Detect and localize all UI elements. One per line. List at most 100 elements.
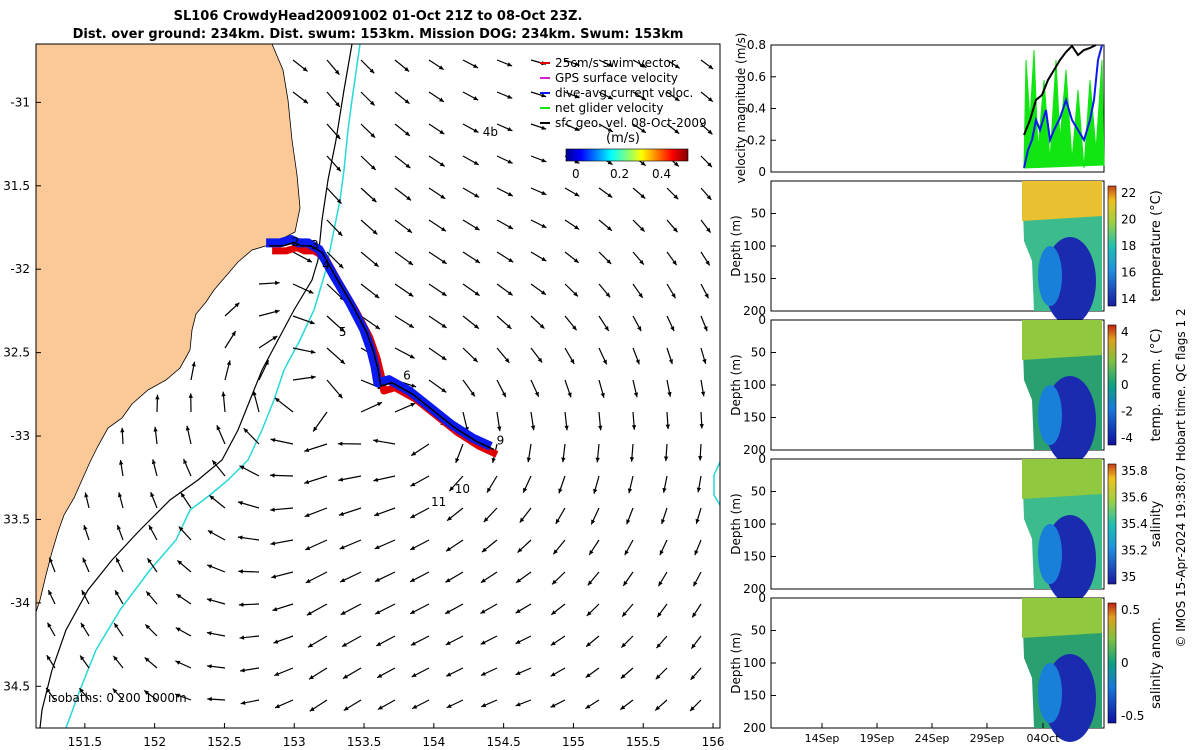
velocity-arrow-head — [446, 703, 452, 708]
velocity-arrow-head — [155, 394, 160, 400]
velocity-arrow-head — [212, 460, 217, 466]
section-colorbar-tick: 4 — [1121, 325, 1129, 339]
velocity-arrow-head — [690, 706, 695, 712]
velocity-arrow-head — [175, 660, 181, 665]
velocity-arrow-head — [207, 664, 212, 669]
velocity-arrow-head — [377, 402, 383, 407]
velocity-arrow-head — [694, 550, 699, 556]
velocity-arrow-head — [672, 227, 678, 233]
velocity-arrow-head — [607, 160, 613, 165]
map-y-tick-label: -31 — [10, 95, 30, 109]
velocity-arrow-head — [410, 609, 416, 614]
velocity-arrow-head — [508, 224, 514, 229]
velocity-arrow-head — [375, 610, 381, 615]
velocity-arrow-head — [707, 162, 712, 168]
velocity-arrow-head — [81, 590, 86, 596]
surface-velocity-arrows — [45, 59, 714, 712]
section-ylabel: Depth (m) — [729, 493, 743, 554]
velocity-arrow-head — [410, 545, 416, 550]
velocity-arrow-head — [304, 447, 310, 453]
velocity-arrow-head — [274, 704, 280, 709]
velocity-arrow-head — [472, 357, 478, 363]
velocity-arrow-head — [377, 705, 383, 710]
velocity-arrow-head — [474, 291, 480, 296]
velocity-arrow-head — [308, 675, 314, 680]
velocity-arrow-head — [374, 545, 380, 550]
velocity-arrow-head — [674, 129, 680, 134]
velocity-arrow-head — [112, 688, 118, 694]
velocity-arrow-head — [541, 190, 547, 195]
velocity-arrow-head — [540, 290, 546, 295]
velocity-arrow-head — [640, 161, 646, 166]
velocity-arrow-head — [150, 492, 155, 498]
velocity-arrow-head — [336, 198, 342, 204]
velocity-arrow-head — [574, 126, 580, 131]
velocity-arrow-head — [83, 525, 88, 530]
velocity-arrow-head — [586, 611, 592, 616]
section-colorbar — [1107, 324, 1117, 446]
section-colorbar-tick: -4 — [1121, 431, 1133, 445]
velocity-arrow-head — [373, 262, 379, 267]
velocity-arrow-head — [375, 324, 381, 330]
section-mid-core — [1038, 663, 1062, 723]
velocity-arrow-head — [144, 690, 150, 695]
velocity-arrow-head — [238, 569, 243, 574]
section-temperature: 50 100 150 200 Depth (m) 22 20 18 16 14 temperatur… — [729, 180, 1164, 325]
velocity-arrow-head — [507, 126, 513, 131]
velocity-arrow-head — [240, 700, 246, 705]
velocity-arrow-head — [408, 260, 414, 265]
velocity-arrow-head — [446, 672, 452, 677]
velocity-arrow-head — [406, 195, 412, 201]
velocity-arrow-head — [690, 674, 696, 680]
day-labels: 2 34 5 6 9 10 11 4b — [291, 125, 504, 509]
velocity-arrow-head — [639, 259, 644, 265]
velocity-arrow-head — [474, 225, 480, 231]
velocity-arrow-head — [373, 438, 378, 444]
velocity-arrow-head — [270, 507, 275, 512]
section-colorbar-label: salinity anom. — [1149, 617, 1164, 709]
time-tick-label: 24Sep — [915, 732, 950, 745]
velocity-arrow-head — [607, 62, 613, 67]
velocity-arrow-head — [627, 488, 633, 494]
velocity-arrow-head — [305, 578, 311, 583]
map-x-tick-label: 156 — [702, 735, 725, 749]
velocity-arrow-head — [47, 622, 52, 628]
section-y-tick-label: 100 — [743, 378, 766, 392]
velocity-arrow-head — [674, 64, 680, 69]
velocity-arrow-head — [209, 495, 215, 501]
velocity-arrow-head — [539, 323, 545, 329]
velocity-arrow-head — [507, 192, 513, 197]
velocity-arrow-head — [591, 519, 596, 525]
map-x-tick-label: 155.5 — [626, 735, 660, 749]
velocity-arrow-head — [373, 477, 379, 482]
velocity-arrow-head — [541, 125, 547, 130]
section-colorbar-label: temp. anom. (°C) — [1149, 328, 1164, 441]
velocity-arrow-head — [661, 519, 666, 525]
velocity-arrow-head — [407, 228, 412, 233]
velocity-arrow-head — [116, 524, 122, 530]
velocity-arrow-head — [695, 518, 700, 524]
section-colorbar-tick: 20 — [1121, 213, 1136, 227]
section-y-tick-label: 200 — [743, 304, 766, 318]
velocity-arrow-head — [445, 609, 451, 614]
day-label: 6 — [403, 368, 411, 382]
velocity-arrow-head — [480, 640, 486, 645]
velocity-arrow-head — [550, 641, 556, 646]
map-x-ticks: 151.5 152 152.5 153 153.5 154 154.5 155 155.5 156 — [68, 723, 725, 749]
map-x-tick-label: 151.5 — [68, 735, 102, 749]
velocity-arrow-head — [309, 706, 315, 712]
section-colorbar — [1107, 185, 1117, 307]
section-y-tick-label: 0 — [758, 313, 766, 327]
velocity-arrow-head — [670, 326, 675, 332]
velocity-arrow-head — [374, 577, 380, 582]
velocity-arrow-head — [480, 671, 486, 676]
velocity-arrow-head — [374, 511, 380, 517]
velocity-arrow-head — [237, 535, 243, 540]
velocity-arrow-head — [473, 160, 479, 165]
velocity-arrow-head — [144, 657, 150, 663]
velocity-arrow-head — [470, 391, 475, 397]
velocity-arrow-head — [696, 487, 702, 493]
velocity-y-tick-label: 0.2 — [747, 133, 766, 147]
velocity-arrow-head — [339, 511, 344, 516]
velocity-arrow-head — [629, 457, 635, 462]
